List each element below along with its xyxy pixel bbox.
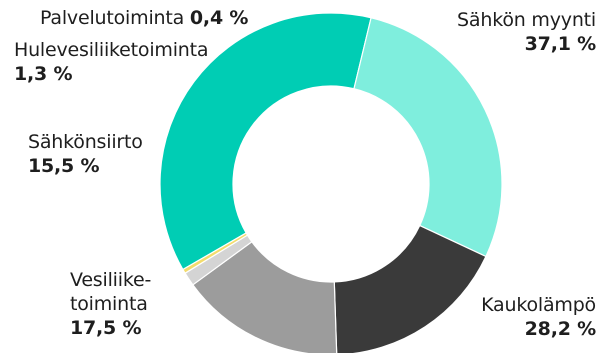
label-kaukolampo-name: Kaukolämpö <box>481 294 596 316</box>
label-vesiliiketoiminta-name-1: Vesiliike- <box>70 269 152 291</box>
label-hulevesi-value: 1,3 % <box>14 63 73 85</box>
label-sahkonsiirto-value: 15,5 % <box>28 155 100 177</box>
label-vesiliiketoiminta: Vesiliike- toiminta 17,5 % <box>70 268 151 340</box>
label-hulevesi-name: Hulevesiliiketoiminta <box>14 39 209 61</box>
label-vesiliiketoiminta-value: 17,5 % <box>70 317 142 339</box>
label-vesiliiketoiminta-name-2: toiminta <box>70 293 148 315</box>
label-kaukolampo: Kaukolämpö 28,2 % <box>481 293 596 341</box>
label-sahkonsiirto: Sähkönsiirto 15,5 % <box>28 130 143 178</box>
slice-sahkon-myynti <box>159 12 372 271</box>
label-sahkonsiirto-name: Sähkönsiirto <box>28 131 143 153</box>
label-palvelu-value: 0,4 % <box>189 7 249 29</box>
label-sahkon-myynti: Sähkön myynti 37,1 % <box>457 8 596 56</box>
label-hulevesi: Hulevesiliiketoiminta 1,3 % <box>14 38 209 86</box>
label-palvelu: Palvelutoiminta 0,4 % <box>40 6 248 30</box>
label-sahkon-myynti-value: 37,1 % <box>524 33 597 55</box>
slice-kaukolampo <box>353 17 503 258</box>
label-kaukolampo-value: 28,2 % <box>524 318 597 340</box>
slice-vesiliiketoiminta <box>333 224 487 353</box>
label-palvelu-name: Palvelutoiminta <box>40 7 185 29</box>
label-sahkon-myynti-name: Sähkön myynti <box>457 9 596 31</box>
slice-palvelu <box>182 232 249 275</box>
